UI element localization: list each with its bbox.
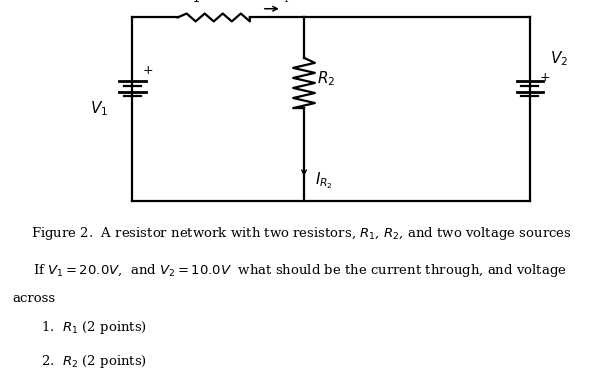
Text: $I_{R_2}$: $I_{R_2}$ <box>315 170 333 191</box>
Text: $V_1$: $V_1$ <box>90 100 108 119</box>
Text: 2.  $R_2$ (2 points): 2. $R_2$ (2 points) <box>41 353 147 369</box>
Text: $V_2$: $V_2$ <box>550 49 568 68</box>
Text: $R_2$: $R_2$ <box>317 69 335 88</box>
Text: If $V_1 = 20.0V$,  and $V_2 = 10.0V$  what should be the current through, and vo: If $V_1 = 20.0V$, and $V_2 = 10.0V$ what… <box>33 262 567 279</box>
Text: $I_{R_1}$: $I_{R_1}$ <box>272 0 290 5</box>
Text: 1.  $R_1$ (2 points): 1. $R_1$ (2 points) <box>41 318 147 336</box>
Text: Figure 2.  A resistor network with two resistors, $R_1$, $R_2$, and two voltage : Figure 2. A resistor network with two re… <box>31 225 571 242</box>
Text: $+$: $+$ <box>142 65 153 78</box>
Text: $R_1$: $R_1$ <box>182 0 200 5</box>
Text: across: across <box>12 292 55 305</box>
Text: $+$: $+$ <box>539 71 550 84</box>
